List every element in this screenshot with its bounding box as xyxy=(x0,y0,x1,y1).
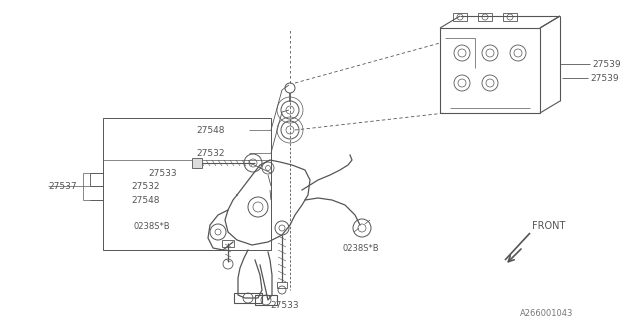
Bar xyxy=(453,13,467,21)
Bar xyxy=(234,293,262,303)
Text: 27537: 27537 xyxy=(48,181,77,190)
Bar xyxy=(277,282,287,288)
Text: 27539: 27539 xyxy=(590,74,619,83)
Text: 0238S*B: 0238S*B xyxy=(342,244,379,252)
Text: FRONT: FRONT xyxy=(532,221,565,231)
Text: 27548: 27548 xyxy=(196,125,225,134)
Text: 27532: 27532 xyxy=(196,148,225,157)
Text: 27532: 27532 xyxy=(131,181,159,190)
Text: 27533: 27533 xyxy=(270,300,299,309)
Bar xyxy=(255,295,277,305)
Text: 27539: 27539 xyxy=(592,60,621,68)
Text: 27548: 27548 xyxy=(131,196,159,204)
Bar xyxy=(222,240,234,247)
Bar xyxy=(192,158,202,168)
Text: A266001043: A266001043 xyxy=(520,308,573,317)
Bar xyxy=(440,28,540,113)
Bar xyxy=(478,13,492,21)
Text: 27533: 27533 xyxy=(148,169,177,178)
Text: 0238S*B: 0238S*B xyxy=(133,221,170,230)
Bar xyxy=(103,118,271,250)
Bar xyxy=(503,13,517,21)
